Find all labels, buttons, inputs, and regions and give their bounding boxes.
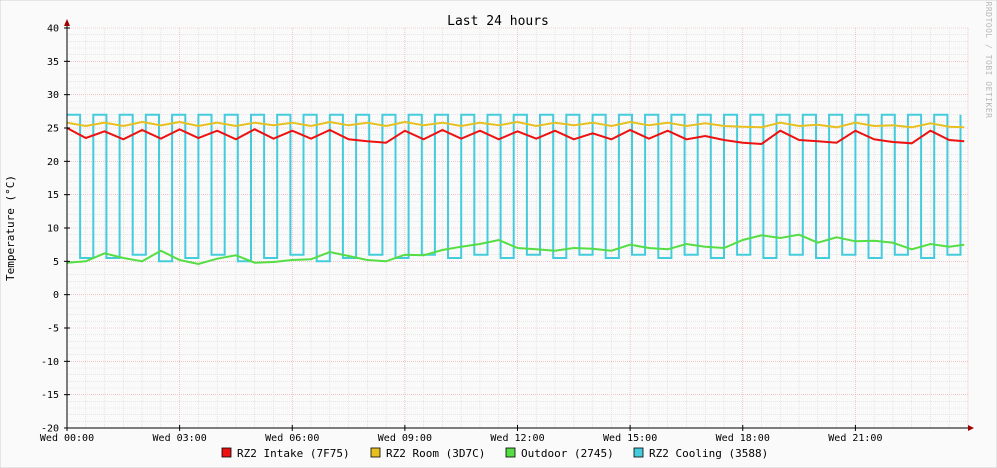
- x-tick-labels: Wed 00:00 Wed 03:00 Wed 06:00 Wed 09:00 Wed …: [40, 425, 882, 444]
- x-axis-arrow-icon: [968, 425, 974, 431]
- x-tick-label: Wed 18:00: [716, 433, 770, 444]
- y-tick-label: 10: [47, 224, 59, 235]
- legend-label-intake: RZ2 Intake (7F75): [237, 447, 350, 460]
- legend-swatch-room: [370, 447, 381, 458]
- x-tick-label: Wed 00:00: [40, 433, 94, 444]
- legend-swatch-intake: [221, 447, 232, 458]
- y-tick-label: -15: [41, 390, 59, 401]
- series-line-outdoor: [66, 233, 965, 266]
- legend-label-cooling: RZ2 Cooling (3588): [649, 447, 768, 460]
- x-tick-label: Wed 15:00: [603, 433, 657, 444]
- legend-item-room: RZ2 Room (3D7C): [370, 447, 485, 460]
- y-tick-label: 0: [53, 290, 59, 301]
- y-tick-label: 40: [47, 24, 59, 35]
- x-tick-label: Wed 06:00: [265, 433, 319, 444]
- x-tick-label: Wed 12:00: [490, 433, 544, 444]
- legend-item-intake: RZ2 Intake (7F75): [221, 447, 350, 460]
- legend-item-cooling: RZ2 Cooling (3588): [633, 447, 768, 460]
- x-tick-label: Wed 09:00: [378, 433, 432, 444]
- y-axis-arrow-icon: [64, 19, 70, 26]
- x-tick-label: Wed 03:00: [153, 433, 207, 444]
- legend: RZ2 Intake (7F75) RZ2 Room (3D7C) Outdoo…: [221, 447, 768, 460]
- y-axis-label: Temperature (°C): [4, 175, 17, 281]
- y-tick-label: 15: [47, 190, 59, 201]
- legend-label-room: RZ2 Room (3D7C): [386, 447, 485, 460]
- legend-swatch-cooling: [633, 447, 644, 458]
- legend-swatch-outdoor: [505, 447, 516, 458]
- legend-item-outdoor: Outdoor (2745): [505, 447, 614, 460]
- y-tick-labels: 40 35 30 25 20 15 10 5 0 -5 -10 -15 -20: [41, 24, 70, 435]
- x-tick-label: Wed 21:00: [828, 433, 882, 444]
- y-tick-label: -5: [47, 324, 59, 335]
- series-lines: [66, 113, 965, 266]
- watermark: RRDTOOL / TOBI OETIKER: [984, 2, 993, 119]
- series-line-intake: [66, 127, 965, 146]
- y-tick-label: 5: [53, 257, 59, 268]
- y-tick-label: -20: [41, 424, 59, 435]
- series-line-cooling: [67, 113, 962, 263]
- chart-title: Last 24 hours: [447, 14, 549, 29]
- y-tick-label: 35: [47, 57, 59, 68]
- y-tick-label: -10: [41, 357, 59, 368]
- series-line-room: [66, 120, 965, 129]
- legend-label-outdoor: Outdoor (2745): [521, 447, 614, 460]
- y-tick-label: 20: [47, 157, 59, 168]
- y-tick-label: 25: [47, 124, 59, 135]
- y-tick-label: 30: [47, 90, 59, 101]
- grid: [66, 27, 969, 429]
